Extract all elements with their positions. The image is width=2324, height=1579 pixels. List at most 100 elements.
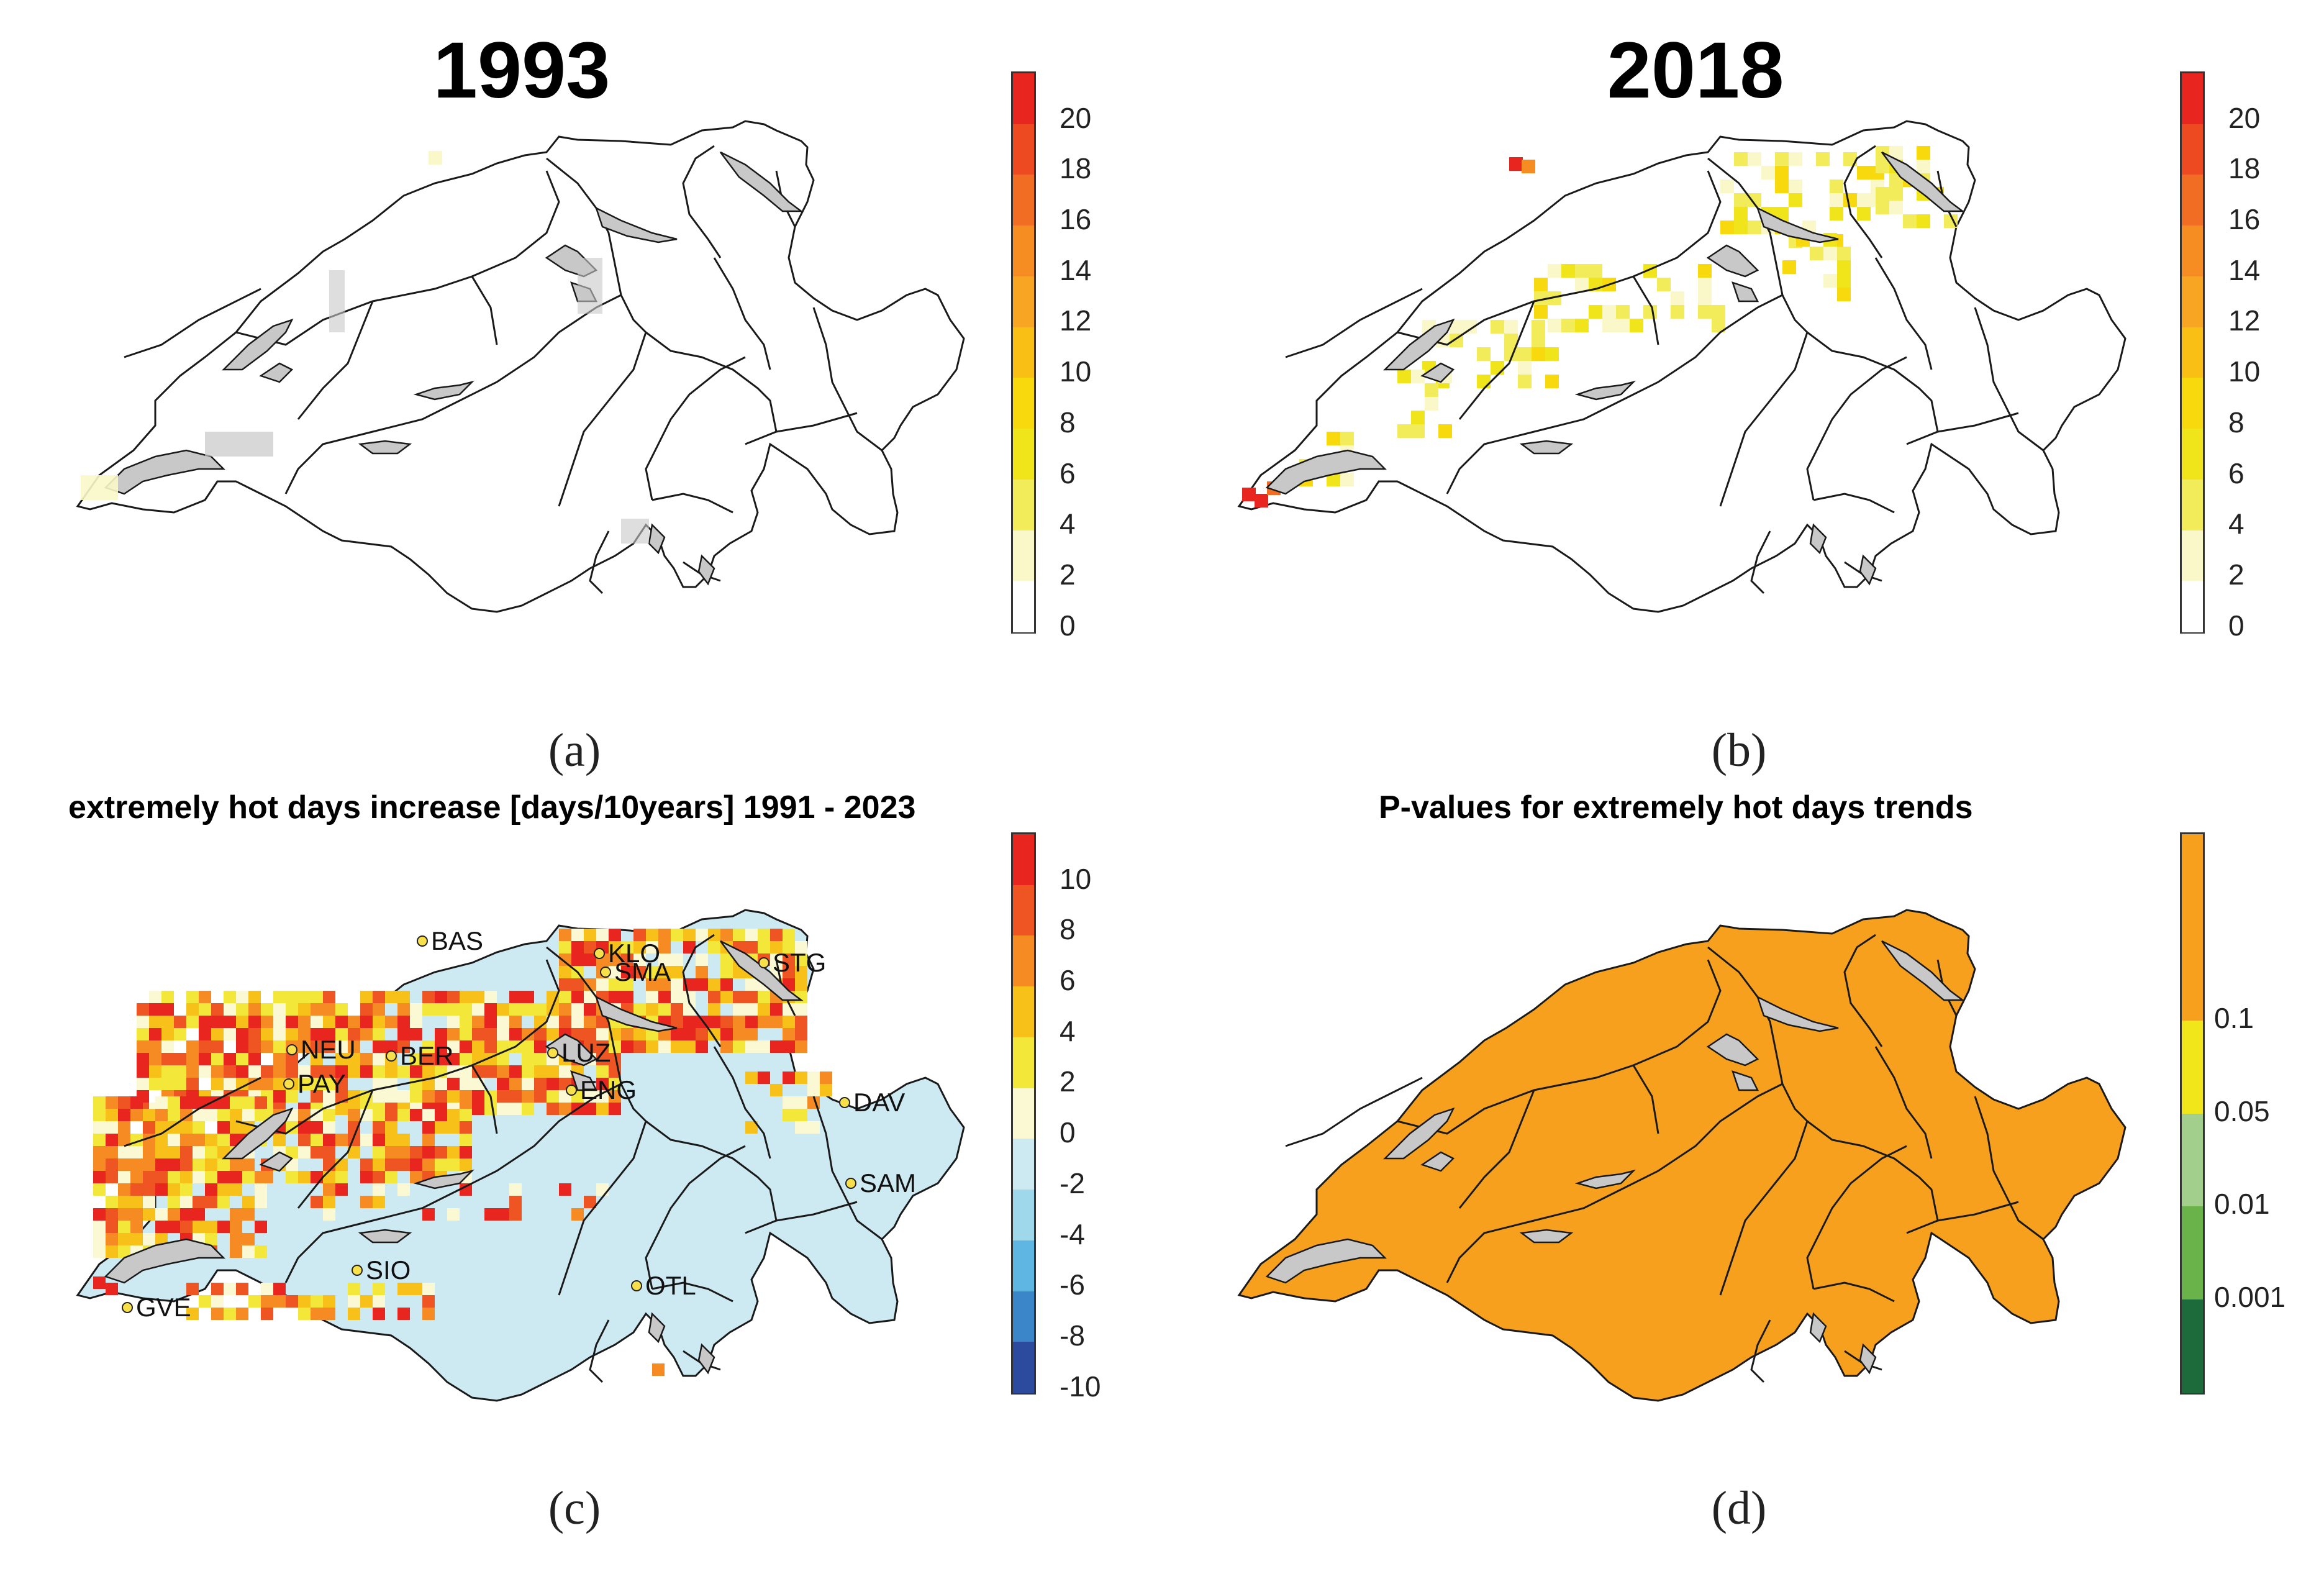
grid-cell <box>106 1146 118 1158</box>
grid-cell <box>646 991 658 1003</box>
grid-cell <box>1534 278 1548 291</box>
grid-cell <box>758 1003 770 1016</box>
grid-cell <box>385 1134 397 1146</box>
grid-cell <box>224 1016 236 1028</box>
grid-cell <box>596 1103 609 1115</box>
grid-cell <box>93 1109 106 1121</box>
grid-cell <box>671 1003 683 1016</box>
grid-cell <box>348 1308 360 1320</box>
grid-cell <box>460 1078 472 1090</box>
grid-cell <box>242 1171 255 1183</box>
grid-cell <box>559 1003 571 1016</box>
grid-cell <box>93 1208 106 1221</box>
grid-cell <box>609 1040 621 1053</box>
grid-cell <box>143 1183 155 1196</box>
grid-cell <box>1616 319 1630 332</box>
station-marker-pay <box>283 1078 294 1090</box>
grid-cell <box>205 1146 217 1158</box>
grid-cell <box>186 1016 199 1028</box>
station-marker-gve <box>122 1302 133 1313</box>
grid-cell <box>1630 319 1643 332</box>
grid-cell <box>1782 260 1796 274</box>
grid-cell <box>1698 264 1712 278</box>
grid-cell <box>571 991 584 1003</box>
grid-cell <box>242 1158 255 1171</box>
grid-cell <box>484 1028 497 1040</box>
grid-cell <box>335 1028 348 1040</box>
grid-cell <box>286 1003 298 1016</box>
grid-cell <box>93 1146 106 1158</box>
grid-cell <box>1602 319 1616 332</box>
grid-cell <box>261 1016 273 1028</box>
grid-cell <box>795 941 807 953</box>
grid-cell <box>180 1208 193 1221</box>
grid-cell <box>130 1158 143 1171</box>
grid-cell <box>422 1109 435 1121</box>
colorbar-tick-label: 2 <box>1060 1065 1076 1098</box>
grid-cell <box>348 1283 360 1295</box>
grid-cell <box>745 941 758 953</box>
grid-cell <box>348 1040 360 1053</box>
grid-cell <box>373 1078 385 1090</box>
grid-cell <box>143 1208 155 1221</box>
grid-cell <box>646 966 658 978</box>
grid-cell <box>273 1053 286 1065</box>
panel-b-title: 2018 <box>1607 26 1784 115</box>
grid-cell <box>460 1028 472 1040</box>
grid-cell <box>1509 157 1523 171</box>
grid-cell <box>410 1158 422 1171</box>
grid-cell <box>658 929 671 941</box>
grid-cell <box>435 1003 447 1016</box>
panel-b: 2018 20 18 16 14 12 10 8 6 4 2 0 (b) <box>1161 0 2324 789</box>
grid-cell <box>534 1078 547 1090</box>
grid-cell <box>230 1233 242 1245</box>
grid-cell <box>335 1134 348 1146</box>
grid-cell <box>484 1065 497 1078</box>
grid-cell <box>472 1040 484 1053</box>
grid-cell <box>522 1090 534 1103</box>
grid-cell <box>497 1065 509 1078</box>
grid-cell <box>323 1308 335 1320</box>
grid-cell <box>348 1065 360 1078</box>
grid-cell <box>584 929 596 941</box>
grid-cell <box>397 1283 410 1295</box>
grid-cell <box>311 1196 323 1208</box>
colorbar-tick-label: 14 <box>2228 253 2261 286</box>
colorbar-tick-label: -6 <box>1060 1268 1085 1301</box>
grid-cell <box>360 1053 373 1065</box>
grid-cell <box>255 1245 267 1258</box>
grid-cell <box>186 1003 199 1016</box>
colorbar-segment <box>1013 1139 1034 1191</box>
grid-cell <box>571 1208 584 1221</box>
grid-cell <box>373 1183 385 1196</box>
grid-cell <box>255 1183 267 1196</box>
grid-cell <box>118 1183 130 1196</box>
grid-cell <box>360 1065 373 1078</box>
grid-cell <box>106 1158 118 1171</box>
grid-cell <box>1748 152 1761 166</box>
grid-cell <box>199 1028 211 1040</box>
grid-cell <box>1534 305 1548 319</box>
grid-cell <box>323 1028 335 1040</box>
grid-cell <box>621 966 633 978</box>
colorbar-tick-label: 10 <box>2228 355 2261 388</box>
grid-cell <box>193 1121 205 1134</box>
grid-cell <box>571 941 584 953</box>
grid-cell <box>273 1028 286 1040</box>
grid-cell <box>348 1028 360 1040</box>
grid-cell <box>1548 264 1561 278</box>
grid-cell <box>1532 347 1545 361</box>
colorbar-tick-label: -2 <box>1060 1167 1085 1199</box>
grid-cell <box>497 1053 509 1065</box>
grid-cell <box>106 1283 118 1295</box>
grid-cell <box>118 1233 130 1245</box>
grid-cell <box>671 966 683 978</box>
grid-cell <box>447 1078 460 1090</box>
grid-cell <box>261 1065 273 1078</box>
grid-cell <box>186 1053 199 1065</box>
grid-cell <box>708 991 720 1003</box>
grid-cell <box>373 1295 385 1308</box>
grid-cell <box>1734 193 1748 207</box>
station-label-neu: NEU <box>301 1035 356 1064</box>
grid-cell <box>621 1028 633 1040</box>
